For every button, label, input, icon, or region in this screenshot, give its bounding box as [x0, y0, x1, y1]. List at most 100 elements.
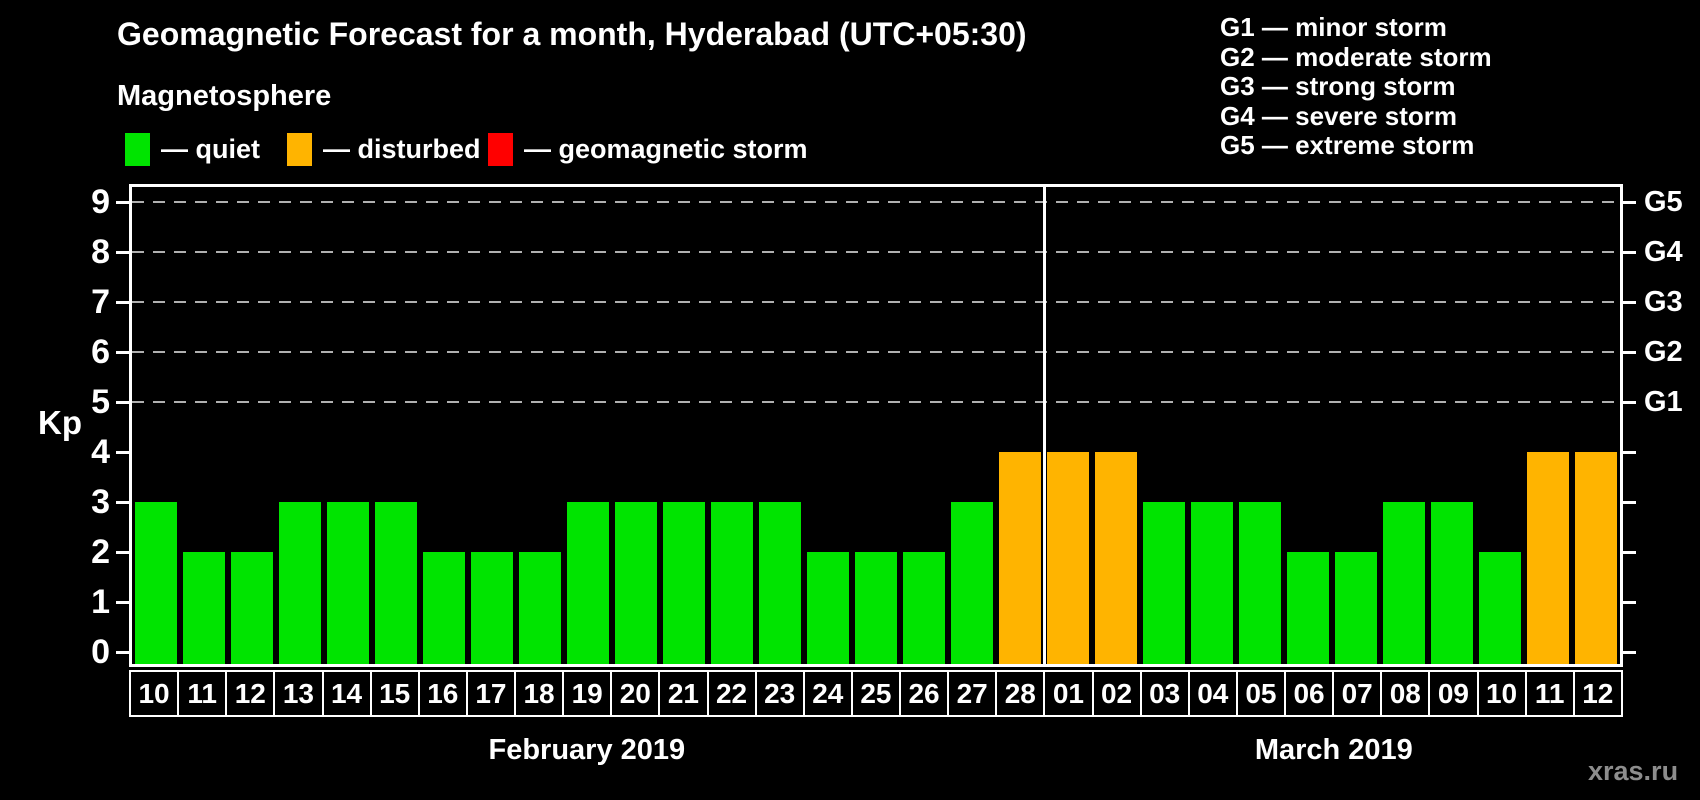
day-cell: 22	[706, 670, 757, 717]
kp-tick-label: 7	[91, 283, 110, 321]
kp-tick-right	[1623, 450, 1636, 454]
kp-bar	[183, 552, 225, 664]
day-cell: 10	[1476, 670, 1527, 717]
kp-tick-label: 2	[91, 533, 110, 571]
grid-line-kp8	[132, 251, 1620, 253]
kp-tick-right	[1623, 400, 1636, 404]
kp-bar	[1047, 452, 1089, 664]
kp-bar	[1527, 452, 1569, 664]
kp-bar	[279, 502, 321, 664]
day-cell: 11	[177, 670, 228, 717]
day-cell: 26	[899, 670, 950, 717]
kp-tick-right	[1623, 200, 1636, 204]
day-cell: 21	[658, 670, 709, 717]
day-cell: 03	[1139, 670, 1190, 717]
day-cell: 05	[1235, 670, 1286, 717]
legend-item-disturbed: — disturbed	[287, 131, 481, 167]
kp-bar	[807, 552, 849, 664]
g-legend-row: G3 — strong storm	[1220, 71, 1456, 101]
g-tick-label: G3	[1644, 286, 1683, 318]
kp-bar	[519, 552, 561, 664]
kp-tick-label: 9	[91, 183, 110, 221]
day-cell: 11	[1524, 670, 1575, 717]
kp-bar	[1287, 552, 1329, 664]
magnetosphere-label: Magnetosphere	[117, 80, 332, 112]
kp-tick-right	[1623, 300, 1636, 304]
kp-bar	[231, 552, 273, 664]
day-cell: 09	[1428, 670, 1479, 717]
g-tick-label: G5	[1644, 186, 1683, 218]
kp-tick-left	[116, 500, 129, 504]
day-cell: 07	[1332, 670, 1383, 717]
month-label: March 2019	[1254, 734, 1413, 766]
grid-line-kp7	[132, 301, 1620, 303]
kp-tick-label: 0	[91, 633, 110, 671]
g-legend-row: G4 — severe storm	[1220, 100, 1458, 131]
kp-bar	[999, 452, 1041, 664]
kp-tick-label: 6	[91, 333, 110, 371]
kp-tick-left	[116, 200, 129, 204]
kp-bar	[1143, 502, 1185, 664]
quiet-swatch-icon	[125, 132, 150, 166]
kp-bar	[327, 502, 369, 664]
grid-line-kp6	[132, 351, 1620, 353]
kp-tick-left	[116, 250, 129, 254]
magnetosphere-legend: — quiet — disturbed — geomagnetic storm	[125, 131, 1025, 167]
kp-tick-right	[1623, 550, 1636, 554]
kp-tick-label: 5	[91, 383, 110, 421]
kp-bar	[423, 552, 465, 664]
g-legend-row: G2 — moderate storm	[1220, 41, 1492, 72]
month-label: February 2019	[488, 734, 686, 766]
kp-tick-label: 4	[91, 433, 110, 471]
kp-tick-label: 3	[91, 483, 110, 521]
kp-tick-label: 8	[91, 233, 110, 271]
day-cell: 28	[995, 670, 1046, 717]
g-legend-row: G1 — minor storm	[1220, 12, 1447, 42]
legend-item-storm: — geomagnetic storm	[488, 131, 808, 167]
disturbed-swatch-icon	[287, 132, 312, 166]
day-cell: 23	[754, 670, 805, 717]
kp-bar	[567, 502, 609, 664]
day-cell: 18	[514, 670, 565, 717]
kp-tick-right	[1623, 350, 1636, 354]
legend-item-label: — disturbed	[323, 133, 481, 164]
watermark: xras.ru	[1588, 756, 1679, 786]
kp-tick-left	[116, 400, 129, 404]
day-cell: 20	[610, 670, 661, 717]
kp-tick-right	[1623, 250, 1636, 254]
kp-bar	[711, 502, 753, 664]
kp-bar	[1431, 502, 1473, 664]
day-cell: 04	[1187, 670, 1238, 717]
kp-tick-left	[116, 350, 129, 354]
kp-axis-title: Kp	[38, 404, 82, 441]
kp-bar	[663, 502, 705, 664]
kp-bar	[1335, 552, 1377, 664]
kp-bar	[1479, 552, 1521, 664]
kp-tick-right	[1623, 500, 1636, 504]
day-cell: 08	[1380, 670, 1431, 717]
plot-area	[129, 184, 1623, 667]
day-cell: 25	[850, 670, 901, 717]
kp-tick-left	[116, 550, 129, 554]
day-cell: 06	[1284, 670, 1335, 717]
kp-tick-left	[116, 300, 129, 304]
g-tick-label: G2	[1644, 336, 1683, 368]
day-cell: 17	[465, 670, 516, 717]
day-cell: 10	[129, 670, 180, 717]
kp-bar	[1239, 502, 1281, 664]
legend-item-quiet: — quiet	[125, 131, 260, 167]
legend-item-label: — quiet	[161, 133, 260, 164]
kp-bar	[903, 552, 945, 664]
kp-bar	[951, 502, 993, 664]
g-tick-label: G1	[1644, 386, 1683, 418]
kp-tick-right	[1623, 650, 1636, 654]
kp-tick-label: 1	[91, 583, 110, 621]
day-cell: 02	[1091, 670, 1142, 717]
kp-tick-right	[1623, 600, 1636, 604]
kp-bar	[375, 502, 417, 664]
kp-bar	[1191, 502, 1233, 664]
day-cell: 16	[417, 670, 468, 717]
kp-bar	[615, 502, 657, 664]
g-tick-label: G4	[1644, 236, 1683, 268]
